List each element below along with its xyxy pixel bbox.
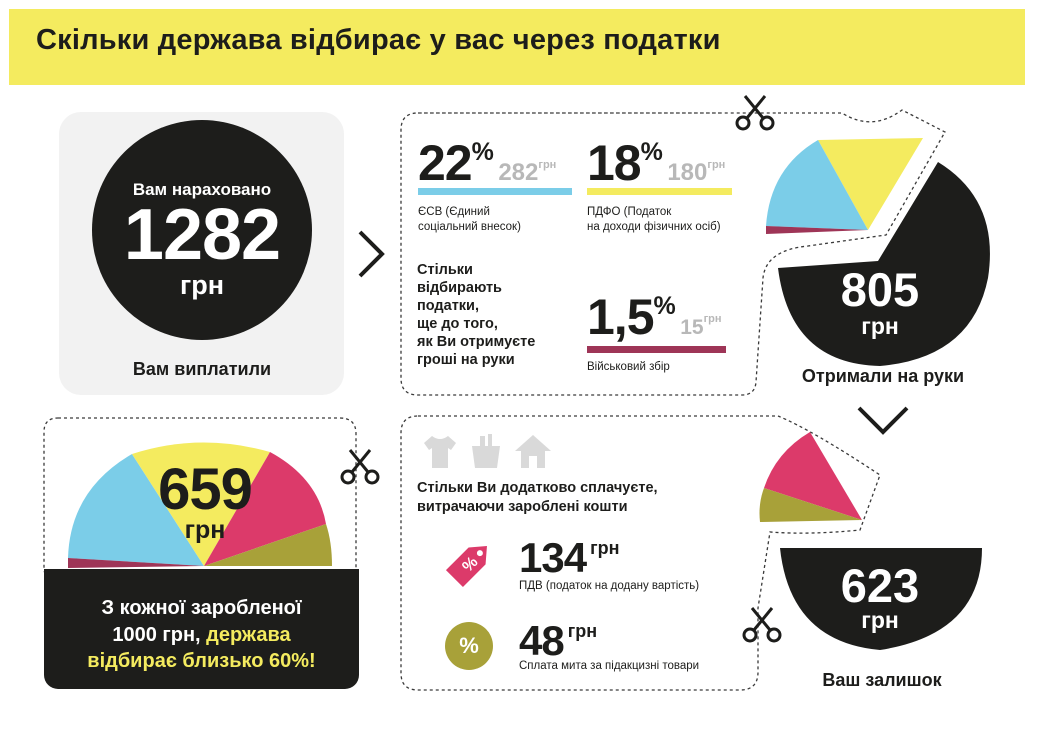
esv-description-line: ЄСВ (Єдиний	[418, 206, 490, 218]
pdfo-stat: 18% 180грн	[587, 138, 725, 188]
excise-unit: грн	[567, 621, 598, 641]
pdfo-percent: 18	[587, 135, 642, 191]
scissors-icon	[742, 607, 782, 643]
scissors-icon	[735, 95, 775, 131]
extra-text-line: витрачаючи зароблені кошти	[417, 498, 628, 515]
chevron-down-icon	[857, 406, 909, 435]
extra-text: Стільки Ви додатково сплачуєте, витрачаю…	[417, 479, 747, 517]
military-percent-sign: %	[653, 292, 676, 320]
vat-amount: 134	[519, 534, 587, 581]
taxes-panel-outline	[400, 109, 946, 396]
charged-unit: грн	[179, 270, 225, 300]
pie-slice-military	[68, 558, 204, 568]
total-unit: грн	[184, 516, 226, 544]
title-bar	[9, 9, 1025, 85]
remaining-value: 623	[840, 559, 920, 612]
extra-panel-outline	[400, 415, 881, 691]
total-pie	[68, 442, 332, 568]
pie-slice-remaining	[780, 548, 982, 650]
military-unit: грн	[703, 313, 722, 325]
pie-slice-excise	[759, 488, 862, 522]
tshirt-icon	[424, 436, 456, 468]
remaining-label: Ваш залишок	[822, 670, 942, 690]
esv-unit: грн	[538, 159, 557, 171]
chevron-right-icon	[358, 230, 385, 278]
takes-text-line: Стільки	[417, 262, 473, 278]
excise-description: Сплата мита за підакцизні товари	[519, 660, 700, 672]
pdfo-unit: грн	[707, 159, 726, 171]
total-value: 659	[158, 457, 253, 522]
extra-text-line: Стільки Ви додатково сплачуєте,	[417, 480, 658, 496]
pie-slice-received	[778, 162, 990, 366]
takes-text-line: відбирають	[417, 279, 502, 296]
pdfo-bar	[587, 188, 732, 195]
grocery-bag-icon	[472, 434, 500, 468]
pie-slice-military	[766, 226, 868, 234]
excise-amount: 48	[519, 617, 565, 664]
takes-text: Стільки відбирають податки, ще до того, …	[417, 262, 577, 370]
summary-box	[44, 569, 359, 689]
remaining-unit: грн	[861, 607, 899, 633]
esv-amount: 282	[498, 159, 539, 186]
esv-description-line: соціальний внесок)	[418, 220, 521, 233]
esv-bar	[418, 188, 572, 195]
pdfo-description: ПДФО (Податок на доходи фізичних осіб)	[587, 205, 721, 235]
house-icon	[515, 435, 551, 468]
esv-stat: 22% 282грн	[418, 138, 556, 188]
received-unit: грн	[861, 313, 899, 339]
charged-caption: Вам нараховано	[132, 180, 272, 199]
received-label: Отримали на руки	[801, 366, 965, 386]
received-pie	[766, 138, 990, 366]
excise-stat: 48 грн	[519, 620, 597, 662]
military-description: Військовий збір	[587, 361, 670, 373]
pdfo-percent-sign: %	[640, 138, 663, 166]
total-panel-outline	[43, 417, 357, 581]
vat-description: ПДВ (податок на додану вартість)	[519, 580, 700, 592]
pie-slice-esv	[68, 454, 204, 566]
remaining-pie	[759, 432, 982, 650]
pdfo-description-line: на доходи фізичних осіб)	[587, 220, 721, 233]
pie-slice-esv	[766, 140, 868, 230]
summary-line: З кожної заробленої	[101, 597, 302, 619]
takes-text-line: податки,	[417, 297, 479, 314]
pdfo-amount: 180	[667, 159, 708, 186]
received-value: 805	[840, 263, 920, 316]
takes-text-line: гроші на руки	[417, 351, 515, 368]
pie-slice-pdfo	[818, 138, 923, 230]
takes-text-line: ще до того,	[417, 315, 498, 332]
military-amount: 15	[680, 316, 704, 339]
summary-text: З кожної заробленої 1000 грн, держава ві…	[44, 595, 359, 675]
scissors-icon	[340, 449, 380, 485]
page-title: Скільки держава відбирає у вас через под…	[36, 24, 721, 56]
summary-plain: 1000 грн,	[112, 623, 207, 646]
esv-percent: 22	[418, 135, 473, 191]
vat-unit: грн	[590, 538, 620, 558]
excise-percent-icon: %	[445, 622, 493, 670]
summary-line: 1000 грн, держава	[44, 622, 359, 649]
vat-stat: 134 грн	[519, 537, 619, 579]
charged-value: 1282	[123, 195, 281, 275]
esv-description: ЄСВ (Єдиний соціальний внесок)	[418, 205, 521, 235]
esv-percent-sign: %	[471, 138, 494, 166]
summary-highlight: держава	[206, 623, 291, 646]
summary-highlight: відбирає близько 60%!	[87, 650, 316, 673]
military-stat: 1,5% 15грн	[587, 292, 722, 342]
pie-slice-excise	[204, 524, 332, 566]
charged-circle	[92, 120, 312, 340]
paid-label: Вам виплатили	[132, 359, 272, 379]
pie-slice-vat	[764, 432, 862, 520]
military-percent: 1,5	[587, 289, 655, 345]
pie-slice-pdfo	[132, 442, 270, 566]
takes-text-line: як Ви отримуєте	[417, 333, 536, 350]
military-bar	[587, 346, 726, 353]
price-tag-icon: %	[445, 546, 487, 588]
pie-slice-vat	[204, 452, 326, 566]
pdfo-description-line: ПДФО (Податок	[587, 206, 672, 218]
